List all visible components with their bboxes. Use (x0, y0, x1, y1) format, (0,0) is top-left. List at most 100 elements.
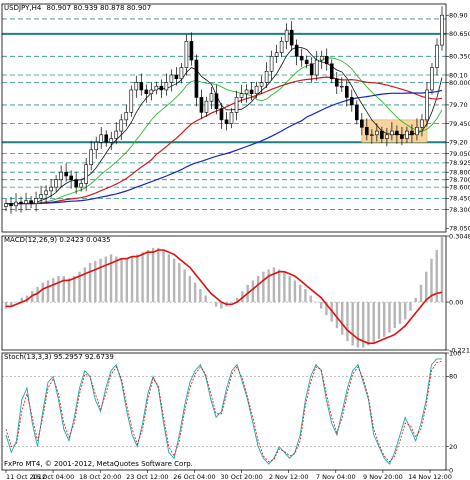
candle (4, 199, 8, 212)
candle (289, 21, 294, 51)
candle (249, 82, 254, 101)
macd-bar (220, 302, 223, 309)
macd-bar (130, 256, 134, 303)
macd-bar (314, 302, 318, 303)
y-tick-label: 78.925 (449, 159, 470, 167)
macd-bar (115, 256, 118, 303)
macd-bar (440, 237, 444, 303)
macd-bar (325, 302, 328, 316)
candle (74, 171, 78, 194)
candle (179, 63, 184, 84)
candle (259, 75, 264, 95)
macd-title: MACD(12,26,9) 0.2423 0.0435 (4, 236, 111, 244)
candle (64, 163, 68, 182)
macd-bar (393, 302, 396, 329)
candle (395, 125, 399, 144)
y-tick-label: 80.90 (449, 12, 468, 20)
macd-bar (346, 302, 349, 342)
candle (69, 170, 73, 189)
macd-bar (430, 258, 433, 303)
candle (184, 34, 189, 76)
macd-bar (414, 297, 417, 303)
macd-signal-line (6, 249, 443, 345)
macd-bar (288, 276, 291, 303)
candle (284, 23, 289, 50)
macd-bar (340, 302, 344, 335)
macd-bar (162, 250, 165, 303)
candle (344, 80, 349, 107)
candle (244, 84, 249, 103)
macd-bar (356, 302, 360, 348)
macd-bar (293, 280, 297, 303)
candle (119, 114, 124, 141)
candle (349, 89, 354, 112)
candle (339, 77, 344, 92)
y-tick-label: 78.300 (449, 206, 470, 214)
candle (129, 85, 134, 117)
candle (405, 126, 409, 144)
macd-bar (151, 247, 155, 303)
copyright-label: FxPro MT4, © 2001-2012, MetaQuotes Softw… (4, 460, 193, 468)
candle (435, 38, 439, 76)
x-tick-label: 30 Oct 20:00 (220, 473, 262, 480)
panel-frame (1, 3, 447, 233)
candle (324, 48, 329, 71)
candle (24, 192, 28, 211)
candle (274, 44, 279, 64)
y-tick-label: 0 (449, 466, 453, 474)
macd-bar (188, 276, 192, 303)
macd-bar (78, 271, 81, 303)
y-tick-label: 0.3048 (449, 232, 470, 240)
macd-bar (193, 282, 197, 303)
candle (164, 73, 169, 96)
macd-bar (157, 247, 160, 303)
macd-bar (20, 297, 23, 303)
macd-bar (383, 302, 386, 337)
main-chart-title: USDJPY,H4 80.907 80.939 80.878 80.907 (4, 4, 151, 12)
x-tick-label: 23 Oct 12:00 (126, 473, 168, 480)
macd-bar (351, 302, 354, 346)
macd-bar (230, 302, 234, 303)
macd-bar (304, 289, 307, 303)
macd-bar (104, 256, 108, 303)
candle (144, 84, 149, 103)
x-tick-label: 7 Nov 04:00 (316, 473, 356, 480)
candle (154, 81, 159, 95)
candle (44, 185, 48, 204)
macd-bar (372, 302, 375, 344)
candle (400, 126, 404, 146)
stoch-main-line (5, 358, 442, 465)
candle (139, 73, 144, 96)
x-tick-label: 2 Nov 12:00 (269, 473, 309, 480)
ma-medium-line (5, 57, 443, 205)
macd-bar (88, 263, 92, 303)
candle (9, 196, 13, 214)
x-tick-label: 11 Oct 2012 (6, 473, 46, 480)
macd-bar (31, 291, 34, 303)
candle (234, 90, 239, 121)
macd-bar (435, 250, 438, 303)
macd-bar (15, 302, 18, 303)
macd-bar (425, 271, 428, 303)
y-tick-label: 79.050 (449, 150, 470, 158)
macd-bar (277, 269, 281, 303)
stoch-signal-line (5, 360, 443, 463)
candle (309, 57, 314, 83)
macd-bar (120, 258, 123, 303)
macd-bar (83, 267, 86, 303)
candle (410, 124, 414, 143)
y-tick-label: 100 (449, 349, 461, 357)
macd-bar (136, 254, 139, 303)
y-tick-label: 79.20 (449, 139, 468, 147)
candle (149, 82, 154, 101)
candle (49, 179, 53, 198)
macd-bar (262, 271, 265, 303)
candle (385, 128, 389, 147)
candle (239, 84, 244, 104)
candle (104, 130, 109, 147)
y-tick-label: 80.650 (449, 30, 470, 38)
macd-bar (146, 250, 150, 303)
